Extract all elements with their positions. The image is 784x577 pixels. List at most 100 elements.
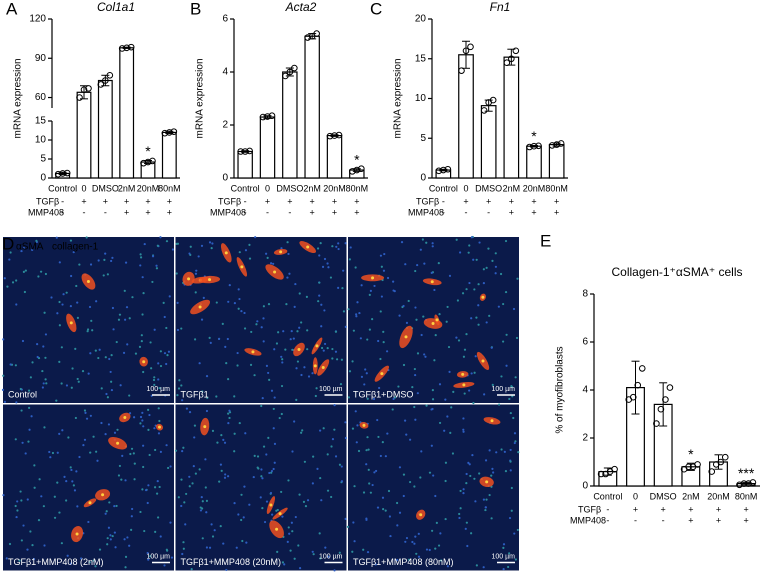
condition-value: + (145, 207, 150, 217)
nucleus (188, 252, 191, 255)
y-tick-label: 6 (582, 337, 588, 348)
micrograph-bg (348, 404, 519, 571)
nucleus (347, 396, 351, 399)
nucleus (468, 281, 471, 285)
nucleus (253, 374, 256, 377)
nucleus (284, 348, 287, 351)
nucleus (413, 367, 416, 371)
nucleus (86, 330, 89, 333)
nucleus (130, 528, 133, 531)
nucleus (386, 276, 390, 280)
nucleus (484, 506, 487, 509)
nucleus (106, 537, 109, 540)
nucleus (65, 384, 69, 387)
nucleus (157, 378, 160, 381)
nucleus (60, 542, 63, 545)
condition-value: - (442, 207, 445, 217)
data-point (59, 170, 66, 177)
condition-value: + (354, 196, 359, 206)
condition-value: + (486, 196, 491, 206)
nucleus (430, 444, 433, 447)
data-point (264, 113, 271, 120)
nucleus (116, 428, 119, 431)
nucleus (70, 386, 73, 389)
nucleus (318, 294, 321, 297)
nucleus (65, 479, 68, 483)
nucleus (405, 536, 409, 540)
nucleus (146, 501, 149, 505)
nucleus (392, 280, 395, 283)
nucleus (272, 407, 275, 411)
condition-value: - (465, 207, 468, 217)
nucleus (256, 455, 260, 458)
nucleus (159, 350, 162, 353)
nucleus (382, 507, 385, 511)
nucleus (256, 320, 259, 323)
nucleus (170, 556, 174, 559)
significance: *** (738, 465, 755, 481)
nucleus (291, 450, 294, 453)
nucleus (311, 550, 314, 553)
nucleus (319, 242, 322, 245)
data-point (611, 465, 618, 473)
nucleus (286, 540, 289, 543)
nucleus (414, 418, 417, 421)
nucleus (335, 245, 338, 248)
nucleus (384, 455, 387, 458)
nucleus (433, 359, 436, 362)
nucleus (153, 427, 156, 430)
nucleus (434, 547, 437, 550)
nucleus (373, 471, 376, 474)
nucleus (180, 327, 183, 330)
nucleus (43, 426, 46, 429)
nucleus (482, 498, 486, 501)
nucleus (15, 279, 18, 282)
cell-core (380, 372, 384, 376)
x-tick-label: Control (593, 491, 622, 501)
nucleus (63, 475, 66, 478)
data-point (629, 393, 637, 401)
nucleus (366, 436, 369, 439)
nucleus (87, 520, 90, 524)
nucleus (5, 557, 8, 560)
nucleus (92, 435, 95, 438)
nucleus (188, 485, 191, 488)
nucleus (482, 268, 485, 271)
nucleus (377, 339, 380, 343)
nucleus (287, 479, 290, 482)
condition-value: + (81, 196, 86, 206)
nucleus (353, 540, 356, 543)
nucleus (180, 478, 183, 481)
nucleus (362, 491, 366, 494)
nucleus (359, 337, 362, 340)
scale-bar-label: 100 µm (492, 386, 516, 393)
nucleus (448, 370, 451, 373)
condition-name: TGFβ (36, 196, 59, 206)
nucleus (142, 292, 145, 295)
nucleus (146, 551, 149, 555)
nucleus (293, 420, 296, 423)
nucleus (267, 436, 270, 439)
cell-core (321, 366, 325, 370)
nucleus (475, 564, 478, 567)
nucleus (98, 348, 101, 351)
nucleus (445, 320, 448, 323)
nucleus (318, 532, 321, 535)
nucleus (49, 456, 52, 459)
nucleus (194, 291, 197, 294)
nucleus (333, 404, 336, 407)
condition-name: MMP408 (28, 207, 64, 217)
nucleus (198, 362, 201, 365)
nucleus (141, 313, 144, 316)
nucleus (8, 258, 11, 261)
nucleus (369, 289, 372, 292)
nucleus (58, 261, 61, 264)
nucleus (327, 266, 330, 269)
nucleus (106, 273, 109, 276)
nucleus (494, 265, 498, 268)
nucleus (510, 509, 513, 512)
nucleus (488, 314, 491, 317)
nucleus (463, 392, 466, 395)
nucleus (188, 475, 191, 478)
nucleus (270, 389, 274, 392)
